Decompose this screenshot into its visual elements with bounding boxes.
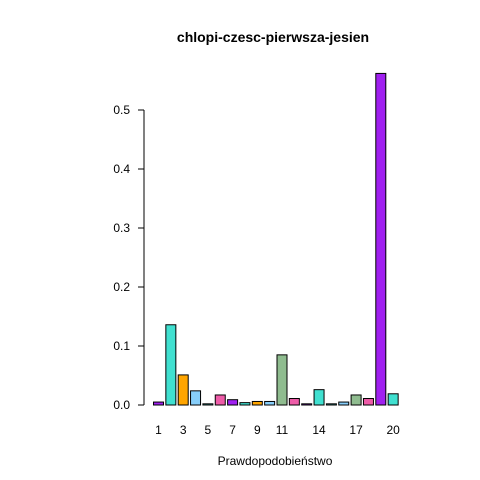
bar-3 bbox=[177, 374, 189, 406]
x-tick-label: 17 bbox=[349, 423, 363, 437]
x-tick-label: 3 bbox=[180, 423, 187, 437]
bar-8 bbox=[239, 402, 251, 406]
y-tick-label: 0.0 bbox=[113, 398, 130, 412]
x-tick-label: 14 bbox=[312, 423, 326, 437]
bar-20 bbox=[387, 393, 399, 406]
x-tick-label: 9 bbox=[254, 423, 261, 437]
x-axis-tick-labels: 1 3 5 7 9 11 14 17 20 bbox=[155, 423, 400, 437]
bar-9 bbox=[251, 400, 263, 406]
bars bbox=[153, 72, 399, 406]
bar-13 bbox=[301, 403, 313, 406]
bar-6 bbox=[214, 394, 226, 406]
bar-11 bbox=[276, 354, 288, 406]
y-axis: 0.0 0.1 0.2 0.3 0.4 0.5 bbox=[113, 103, 145, 412]
x-tick-label: 1 bbox=[155, 423, 162, 437]
y-tick-label: 0.1 bbox=[113, 339, 130, 353]
bar-18 bbox=[362, 398, 374, 406]
bar-19 bbox=[375, 72, 387, 406]
bar-1 bbox=[153, 401, 164, 406]
bar-17 bbox=[350, 394, 362, 406]
y-tick-label: 0.4 bbox=[113, 162, 130, 176]
x-tick-label: 5 bbox=[205, 423, 212, 437]
x-axis-label: Prawdopodobieństwo bbox=[218, 454, 333, 468]
bar-5 bbox=[202, 403, 214, 406]
bar-4 bbox=[190, 390, 202, 406]
bar-14 bbox=[313, 389, 325, 406]
x-tick-label: 7 bbox=[229, 423, 236, 437]
bar-10 bbox=[264, 400, 276, 406]
bar-15 bbox=[325, 403, 337, 406]
bar-12 bbox=[288, 398, 300, 406]
y-tick-label: 0.3 bbox=[113, 221, 130, 235]
chart-title: chlopi-czesc-pierwsza-jesien bbox=[177, 29, 369, 45]
x-tick-label: 11 bbox=[276, 423, 289, 437]
bar-7 bbox=[227, 399, 239, 406]
bar-2 bbox=[165, 324, 177, 406]
x-tick-label: 20 bbox=[386, 423, 400, 437]
bar-16 bbox=[338, 401, 350, 406]
y-tick-label: 0.5 bbox=[113, 103, 130, 117]
y-tick-label: 0.2 bbox=[113, 280, 130, 294]
